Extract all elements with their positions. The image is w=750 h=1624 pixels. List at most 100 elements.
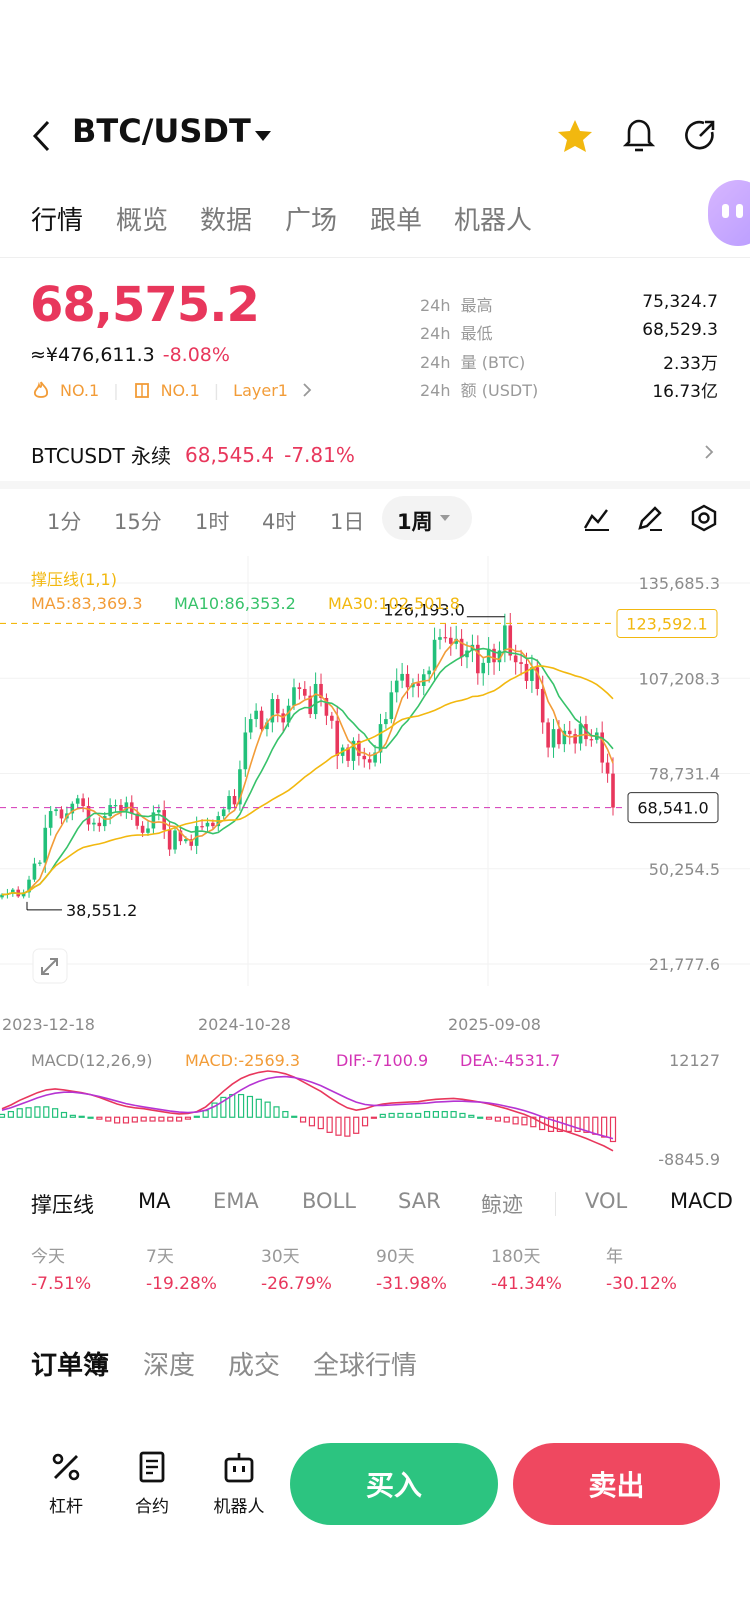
back-icon[interactable] bbox=[30, 118, 54, 154]
ind-ema[interactable]: EMA bbox=[213, 1189, 259, 1213]
draw-pen-icon[interactable] bbox=[636, 504, 664, 532]
nav-robot[interactable]: 机器人 bbox=[204, 1450, 274, 1517]
candle-body bbox=[38, 862, 42, 864]
ind-whale[interactable]: 鲸迹 bbox=[481, 1193, 523, 1217]
nav-robot-label: 机器人 bbox=[213, 1497, 265, 1517]
nav-contract[interactable]: 合约 bbox=[117, 1450, 187, 1517]
dif-line bbox=[1, 1070, 614, 1152]
period-15m[interactable]: 15分 bbox=[114, 510, 162, 534]
x-tick-label: 2023-12-18 bbox=[2, 1015, 95, 1034]
x-tick-label: 2025-09-08 bbox=[448, 1015, 541, 1034]
ind-vol[interactable]: VOL bbox=[585, 1189, 628, 1213]
candle-body bbox=[254, 710, 258, 720]
badge-hot[interactable]: NO.1 bbox=[60, 380, 100, 400]
change-value: -41.34% bbox=[491, 1274, 562, 1294]
candle-body bbox=[508, 625, 513, 656]
ma5-label: MA5:83,369.3 bbox=[31, 594, 143, 613]
expand-icon-arrows bbox=[41, 958, 58, 975]
tab-global[interactable]: 全球行情 bbox=[313, 1351, 418, 1381]
macd-bar bbox=[140, 1116, 147, 1122]
perpetual-row[interactable]: BTCUSDT 永续 68,545.4 -7.81% bbox=[31, 440, 355, 469]
tab-robot[interactable]: 机器人 bbox=[454, 206, 533, 236]
candle-body bbox=[302, 688, 307, 696]
tab-copy-trade[interactable]: 跟单 bbox=[370, 206, 423, 236]
candle-body bbox=[427, 670, 431, 675]
perpetual-chevron-icon[interactable] bbox=[704, 444, 714, 460]
candle-body bbox=[557, 729, 561, 745]
low-marker-label: 38,551.2 bbox=[66, 901, 137, 920]
candle-body bbox=[551, 729, 556, 748]
candle-body bbox=[135, 813, 139, 826]
candle-body bbox=[313, 683, 318, 715]
macd-chart[interactable]: MACD(12,26,9) MACD:-2569.3 DIF:-7100.9 D… bbox=[0, 1046, 750, 1176]
tab-market[interactable]: 行情 bbox=[31, 206, 84, 236]
macd-bar bbox=[601, 1116, 608, 1138]
candle-body bbox=[178, 830, 183, 842]
macd-bar bbox=[78, 1115, 85, 1118]
stat-volume-value: 2.33万 bbox=[663, 354, 718, 374]
candle-body bbox=[319, 683, 323, 699]
tab-depth[interactable]: 深度 bbox=[143, 1351, 196, 1381]
indicator-icon[interactable] bbox=[583, 506, 611, 532]
ind-sar[interactable]: SAR bbox=[398, 1189, 441, 1213]
candle-body bbox=[189, 839, 194, 846]
candle-body bbox=[157, 810, 161, 813]
badge-rank[interactable]: NO.1 bbox=[160, 380, 200, 400]
period-1w-pill[interactable]: 1周 bbox=[382, 496, 472, 540]
ind-ma[interactable]: MA bbox=[138, 1189, 171, 1213]
ma-line bbox=[1, 647, 614, 896]
macd-bar bbox=[229, 1093, 236, 1118]
ind-macd[interactable]: MACD bbox=[670, 1189, 733, 1213]
tab-orderbook[interactable]: 订单簿 bbox=[31, 1351, 110, 1381]
tab-overview[interactable]: 概览 bbox=[116, 206, 169, 236]
candle-body bbox=[292, 687, 296, 706]
candle-body bbox=[530, 667, 534, 681]
buy-button[interactable]: 买入 bbox=[290, 1443, 498, 1525]
pair-dropdown-icon[interactable] bbox=[254, 130, 272, 142]
candle-body bbox=[573, 734, 577, 744]
macd-bar bbox=[432, 1110, 439, 1118]
period-1w[interactable]: 1周 bbox=[397, 510, 433, 534]
tab-square[interactable]: 广场 bbox=[285, 206, 338, 236]
nav-leverage-label: 杠杆 bbox=[49, 1497, 83, 1517]
chevron-right-icon[interactable] bbox=[302, 382, 312, 398]
period-4h[interactable]: 4时 bbox=[262, 510, 297, 534]
ind-boll[interactable]: BOLL bbox=[302, 1189, 356, 1213]
period-dropdown-icon[interactable] bbox=[440, 515, 450, 522]
candle-body bbox=[184, 839, 188, 842]
candlestick-chart[interactable]: 135,685.3 107,208.3 78,731.4 50,254.5 21,777… bbox=[0, 556, 750, 1046]
badge-layer1[interactable]: Layer1 bbox=[233, 380, 288, 400]
macd-bar bbox=[503, 1116, 510, 1123]
candle-body bbox=[394, 680, 399, 693]
share-icon[interactable] bbox=[684, 118, 718, 152]
stat-low-value: 68,529.3 bbox=[642, 320, 718, 340]
current-price-tag bbox=[627, 792, 719, 824]
favorite-star-icon[interactable] bbox=[557, 118, 593, 154]
candle-body bbox=[519, 662, 523, 664]
current-price-tag-label: 68,541.0 bbox=[637, 799, 708, 818]
period-1m[interactable]: 1分 bbox=[47, 510, 82, 534]
candle-body bbox=[611, 773, 615, 808]
macd-bar bbox=[87, 1116, 94, 1119]
ind-support[interactable]: 撑压线 bbox=[31, 1193, 94, 1217]
macd-bar bbox=[193, 1115, 200, 1118]
bell-icon[interactable] bbox=[622, 116, 656, 154]
candle-body bbox=[481, 662, 486, 674]
change-label: 7天 bbox=[146, 1247, 174, 1267]
assistant-bot-button[interactable] bbox=[708, 180, 750, 246]
settings-icon[interactable] bbox=[690, 504, 718, 532]
candle-body bbox=[497, 650, 502, 663]
tab-trades[interactable]: 成交 bbox=[228, 1351, 281, 1381]
tab-data[interactable]: 数据 bbox=[200, 206, 253, 236]
macd-bar bbox=[530, 1116, 537, 1128]
candle-body bbox=[432, 639, 437, 671]
period-1d[interactable]: 1日 bbox=[330, 510, 365, 534]
sell-button[interactable]: 卖出 bbox=[513, 1443, 720, 1525]
period-1h[interactable]: 1时 bbox=[195, 510, 230, 534]
pair-title[interactable]: BTC/USDT bbox=[72, 112, 251, 150]
candle-body bbox=[384, 719, 388, 725]
macd-bar bbox=[282, 1110, 289, 1118]
last-price: 68,575.2 bbox=[30, 277, 260, 333]
nav-leverage[interactable]: 杠杆 bbox=[31, 1450, 101, 1517]
y-tick-label: 107,208.3 bbox=[639, 669, 720, 688]
